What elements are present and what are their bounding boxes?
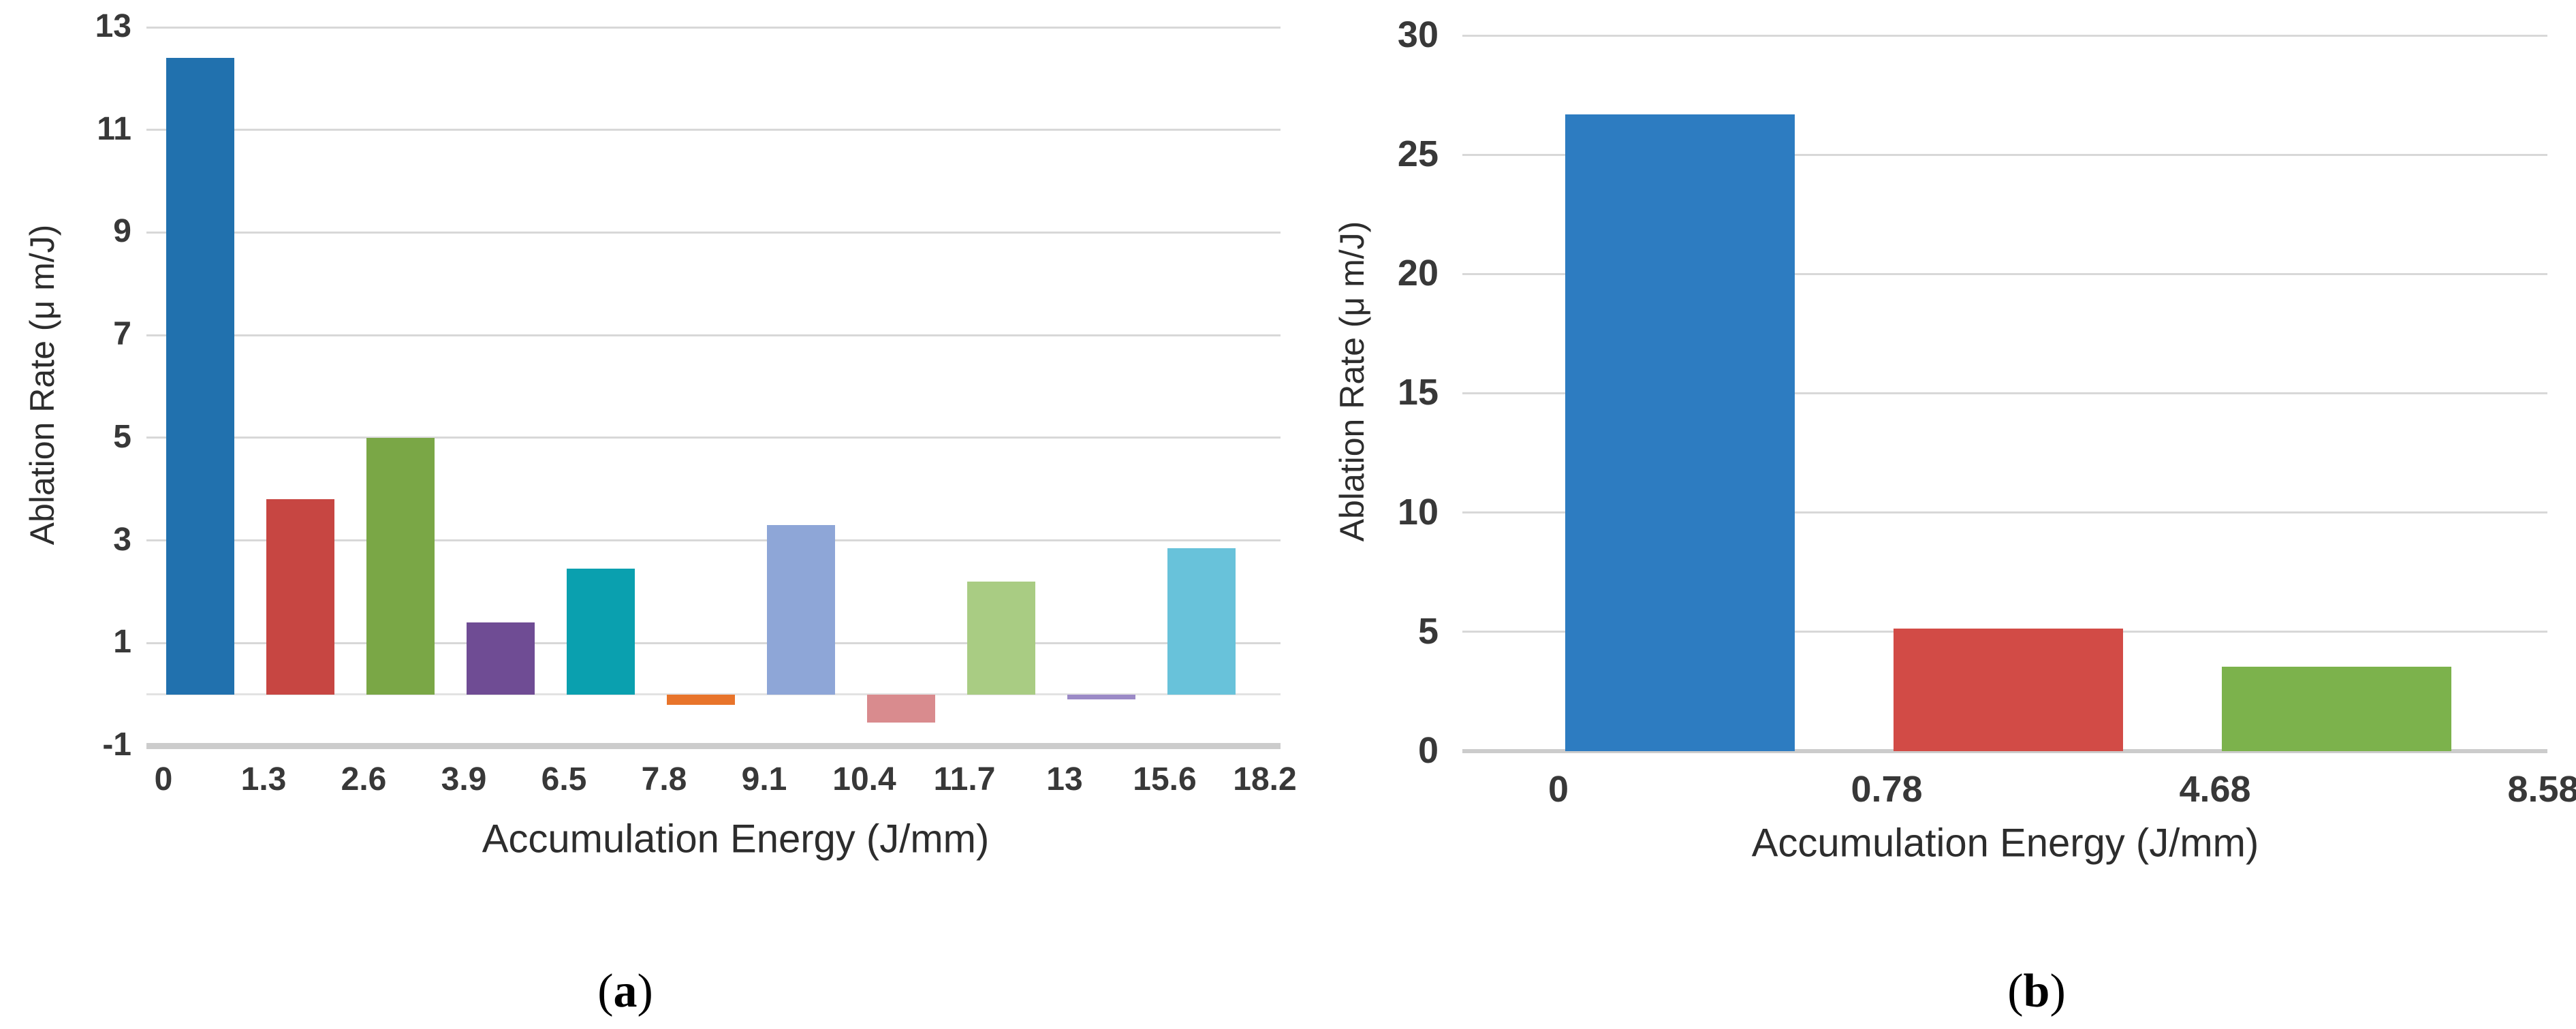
a-ytick-7: 7 (113, 316, 131, 353)
panel-a-x-axis-title: Accumulation Energy (J/mm) (482, 817, 990, 861)
panel-b-caption: (b) (2007, 965, 2066, 1017)
a-xtick-10: 15.6 (1133, 761, 1197, 798)
a-gridline-5 (146, 437, 1281, 439)
a-bar-8 (967, 581, 1036, 695)
b-ytick-10: 10 (1397, 491, 1439, 533)
a-bar-6 (767, 524, 836, 695)
b-ytick-0: 0 (1417, 729, 1439, 771)
b-ytick-15: 15 (1397, 372, 1439, 413)
b-xtick-2: 4.68 (2179, 768, 2251, 810)
a-gridline-1 (146, 642, 1281, 644)
b-xtick-3: 8.58 (2507, 768, 2576, 810)
a-xtick-5: 7.8 (641, 761, 687, 798)
a-bar-2 (366, 437, 435, 695)
a-bar-4 (567, 569, 635, 695)
a-ytick-9: 9 (113, 213, 131, 250)
b-gridline-0 (1462, 749, 2547, 753)
a-xtick-9: 13 (1046, 761, 1083, 798)
b-xtick-1: 0.78 (1851, 768, 1923, 810)
a-gridline-3 (146, 539, 1281, 542)
a-gridline--1 (146, 742, 1281, 749)
a-ytick-11: 11 (97, 110, 131, 147)
b-ytick-25: 25 (1397, 133, 1439, 175)
a-bar-5 (667, 694, 736, 705)
a-xtick-4: 6.5 (541, 761, 587, 798)
b-gridline-10 (1462, 511, 2547, 514)
b-gridline-15 (1462, 392, 2547, 394)
a-ytick-1: 1 (113, 624, 131, 661)
a-gridline-9 (146, 231, 1281, 234)
a-bar-0 (166, 58, 235, 695)
a-bar-10 (1167, 548, 1236, 695)
a-ytick--1: -1 (102, 727, 131, 763)
b-gridline-30 (1462, 34, 2547, 37)
a-xtick-1: 1.3 (240, 761, 287, 798)
a-xtick-8: 11.7 (933, 761, 996, 798)
a-xtick-7: 10.4 (832, 761, 896, 798)
a-bar-1 (266, 499, 335, 695)
a-ytick-3: 3 (113, 521, 131, 558)
b-xtick-0: 0 (1548, 768, 1569, 810)
a-gridline-13 (146, 26, 1281, 29)
b-gridline-20 (1462, 272, 2547, 275)
a-xtick-3: 3.9 (441, 761, 487, 798)
panel-a-caption: (a) (597, 965, 653, 1017)
a-gridline-7 (146, 334, 1281, 336)
panel-a-y-axis-title: Ablation Rate (μ m/J) (23, 224, 61, 545)
a-bar-7 (867, 694, 936, 723)
b-bar-0 (1565, 114, 1795, 751)
b-ytick-5: 5 (1417, 610, 1439, 652)
panel-b-x-axis-title: Accumulation Energy (J/mm) (1751, 821, 2259, 866)
a-gridline-11 (146, 129, 1281, 131)
b-ytick-20: 20 (1397, 253, 1439, 294)
a-xtick-0: 0 (154, 761, 173, 798)
a-bar-3 (467, 622, 535, 695)
a-xtick-11: 18.2 (1233, 761, 1297, 798)
a-xtick-2: 2.6 (341, 761, 387, 798)
b-ytick-30: 30 (1397, 14, 1439, 55)
b-bar-2 (2221, 666, 2452, 751)
b-bar-1 (1893, 628, 2124, 751)
b-gridline-25 (1462, 153, 2547, 156)
a-ytick-5: 5 (113, 418, 131, 455)
a-ytick-13: 13 (95, 8, 131, 45)
a-bar-9 (1067, 694, 1136, 700)
a-xtick-6: 9.1 (741, 761, 787, 798)
